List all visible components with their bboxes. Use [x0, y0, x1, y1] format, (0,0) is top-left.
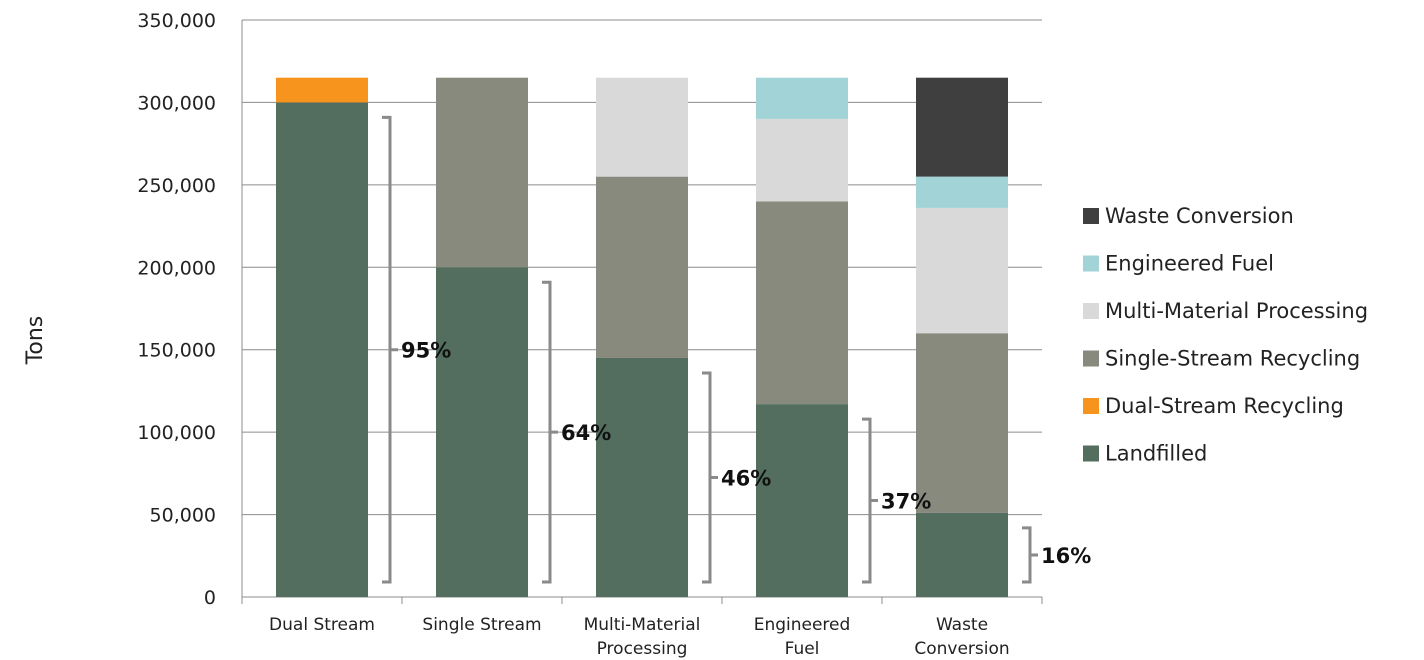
legend-label: Engineered Fuel [1105, 252, 1274, 276]
y-tick-label: 50,000 [150, 505, 216, 527]
bar-segment [276, 102, 368, 597]
y-tick-label: 100,000 [137, 422, 216, 444]
legend-label: Dual-Stream Recycling [1105, 394, 1344, 418]
x-tick-label: Single Stream [422, 615, 541, 635]
legend-swatch [1083, 255, 1099, 272]
x-tick-label: Engineered [754, 615, 851, 635]
y-tick-label: 350,000 [137, 10, 216, 32]
legend-label: Single-Stream Recycling [1105, 347, 1360, 371]
bar-segment [596, 77, 688, 177]
x-tick-label: Multi-Material [584, 615, 701, 635]
bar-segment [916, 333, 1008, 513]
y-tick-label: 300,000 [137, 92, 216, 114]
x-tick-label: Conversion [914, 639, 1009, 659]
bar-segment [436, 267, 528, 597]
legend-label: Landfilled [1105, 442, 1207, 466]
annotation-label: 64% [561, 421, 611, 445]
legend-swatch [1083, 350, 1099, 367]
x-tick-label: Waste [936, 615, 988, 635]
annotation-label: 95% [401, 339, 451, 363]
annotation-bracket [382, 115, 398, 584]
y-tick-label: 250,000 [137, 175, 216, 197]
legend-label: Waste Conversion [1105, 204, 1294, 228]
bar-segment [916, 512, 1008, 597]
bar-segment [756, 201, 848, 405]
bar-segment [756, 118, 848, 202]
bar-segment [276, 77, 368, 103]
bar-segment [916, 77, 1008, 177]
y-tick-label: 150,000 [137, 340, 216, 362]
bar-segment [596, 357, 688, 597]
annotation-label: 16% [1041, 544, 1091, 568]
annotation-bracket [542, 280, 558, 584]
annotation-bracket [702, 371, 718, 584]
bar-segment [916, 207, 1008, 334]
legend-swatch [1083, 398, 1099, 414]
x-tick-label: Fuel [785, 639, 820, 659]
y-tick-label: 0 [204, 587, 216, 609]
bar-segment [756, 404, 848, 597]
x-tick-label: Dual Stream [269, 615, 375, 635]
bar-segment [436, 77, 528, 268]
bar-segment [756, 77, 848, 119]
annotation-label: 46% [721, 466, 771, 490]
y-axis-title: Tons [23, 316, 48, 366]
x-tick-label: Processing [597, 639, 688, 659]
bar-segment [596, 176, 688, 358]
legend-swatch [1083, 303, 1099, 319]
annotation-bracket [1022, 526, 1038, 584]
bar-segment [916, 176, 1008, 208]
annotation-bracket [862, 417, 878, 584]
y-tick-label: 200,000 [137, 257, 216, 279]
annotation-label: 37% [881, 490, 931, 514]
legend-swatch [1083, 208, 1099, 224]
legend-swatch [1083, 445, 1099, 462]
legend-label: Multi-Material Processing [1105, 299, 1368, 323]
